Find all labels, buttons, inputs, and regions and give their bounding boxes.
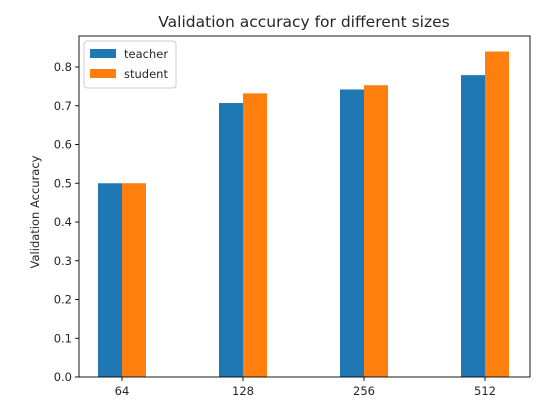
bar-student-128 (243, 93, 267, 377)
x-tick-label: 256 (353, 384, 375, 398)
bar-teacher-128 (219, 103, 243, 377)
bars-group (98, 51, 509, 378)
y-tick-label: 0.6 (54, 138, 72, 152)
bar-teacher-64 (98, 183, 122, 377)
y-tick-label: 0.4 (54, 215, 72, 229)
chart-title: Validation accuracy for different sizes (158, 13, 449, 31)
bar-student-512 (485, 51, 509, 377)
y-tick-label: 0.5 (54, 176, 72, 190)
plot-frame (78, 35, 531, 378)
y-axis-label: Validation Accuracy (28, 155, 42, 268)
bar-teacher-512 (461, 75, 485, 377)
y-ticks: 0.0 0.1 0.2 0.3 0.4 0.5 0.6 0.7 0.8 (54, 60, 79, 384)
y-tick-label: 0.0 (54, 370, 72, 384)
bar-teacher-256 (340, 89, 364, 377)
legend-swatch-teacher (90, 49, 116, 58)
y-tick-label: 0.8 (54, 60, 72, 74)
y-tick-label: 0.7 (54, 99, 72, 113)
x-ticks: 64 128 256 512 (115, 377, 496, 398)
x-tick-label: 128 (232, 384, 254, 398)
y-tick-label: 0.2 (54, 293, 72, 307)
y-tick-label: 0.1 (54, 331, 72, 345)
legend-label-teacher: teacher (124, 47, 168, 61)
x-tick-label: 64 (115, 384, 130, 398)
bar-student-64 (122, 183, 146, 377)
y-tick-label: 0.3 (54, 254, 72, 268)
x-tick-label: 512 (474, 384, 496, 398)
bar-student-256 (364, 85, 388, 378)
legend-swatch-student (90, 69, 116, 78)
legend: teacher student (83, 40, 177, 89)
legend-label-student: student (124, 67, 168, 81)
